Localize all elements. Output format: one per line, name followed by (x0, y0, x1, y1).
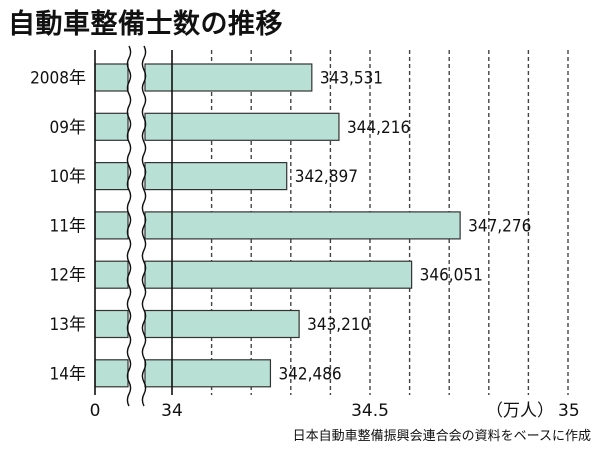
axis-break-gap (129, 46, 144, 399)
axis-break-line-right (141, 45, 147, 407)
category-label: 11年 (50, 216, 86, 236)
bar (144, 63, 313, 92)
tick-label: 0 (90, 401, 101, 421)
axis-break-line-left (126, 45, 132, 407)
chart-title: 自動車整備士数の推移 (8, 8, 283, 40)
category-label: 13年 (50, 315, 86, 335)
value-label: 343,210 (307, 315, 370, 335)
value-label: 346,051 (420, 266, 483, 286)
category-label: 2008年 (30, 69, 86, 89)
bar-segment-start (94, 309, 129, 339)
bar (144, 309, 300, 339)
tick-label: 34.5 (351, 401, 389, 421)
category-label: 14年 (50, 364, 86, 384)
bar-segment-start (94, 63, 129, 92)
category-label: 12年 (50, 266, 86, 286)
value-label: 343,531 (320, 69, 383, 89)
value-label: 344,216 (347, 118, 410, 138)
bar (144, 162, 288, 191)
source-note: 日本自動車整備振興会連合会の資料をベースに作成 (293, 428, 591, 444)
bar (144, 112, 340, 141)
bar (144, 260, 413, 289)
tick-label: 35 (558, 401, 580, 421)
bar-segment-start (94, 211, 129, 240)
bar-segment-start (94, 112, 129, 141)
category-label: 09年 (50, 118, 86, 138)
bars-layer: 343,531 344,216 342,897 347,276 346,051 343,2… (94, 63, 531, 388)
tick-label: 34 (161, 401, 183, 421)
bar (144, 211, 461, 240)
bar (144, 359, 272, 388)
category-label: 10年 (50, 167, 86, 187)
value-label: 342,486 (278, 364, 341, 384)
value-label: 347,276 (468, 216, 531, 236)
value-label: 342,897 (295, 167, 358, 187)
bar-segment-start (94, 162, 129, 191)
axis-break-layer (126, 45, 147, 407)
bar-segment-start (94, 359, 129, 388)
bar-segment-start (94, 260, 129, 289)
unit-label: （万人） (486, 401, 554, 421)
